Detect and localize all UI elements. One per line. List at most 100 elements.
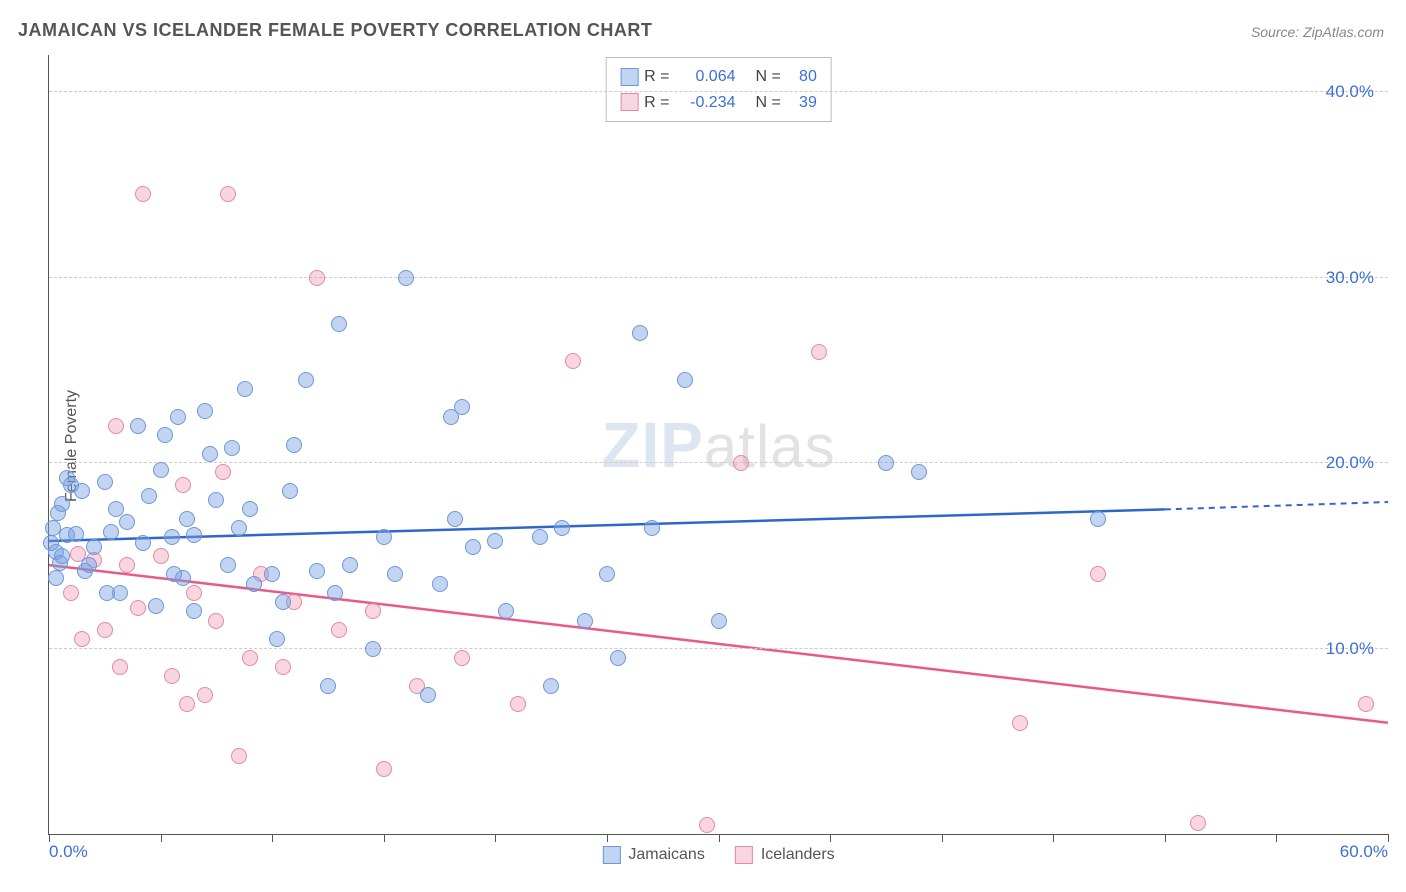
legend-swatch: [620, 68, 638, 86]
point-icelander: [309, 270, 325, 286]
point-jamaican: [454, 399, 470, 415]
point-jamaican: [387, 566, 403, 582]
point-icelander: [699, 817, 715, 833]
plot-area: ZIPatlas R =0.064N =80R =-0.234N =39 Jam…: [48, 55, 1388, 835]
point-icelander: [74, 631, 90, 647]
point-icelander: [733, 455, 749, 471]
n-value: 80: [787, 64, 817, 90]
point-jamaican: [43, 535, 59, 551]
point-icelander: [153, 548, 169, 564]
legend-series-item: Jamaicans: [602, 846, 704, 864]
point-jamaican: [186, 603, 202, 619]
point-jamaican: [237, 381, 253, 397]
point-jamaican: [264, 566, 280, 582]
legend-correlation-row: R =-0.234N =39: [620, 90, 817, 116]
point-jamaican: [331, 316, 347, 332]
point-jamaican: [148, 598, 164, 614]
x-tick: [607, 834, 608, 842]
point-jamaican: [487, 533, 503, 549]
trendline-jamaicans: [49, 509, 1165, 541]
point-jamaican: [342, 557, 358, 573]
point-jamaican: [398, 270, 414, 286]
x-tick: [495, 834, 496, 842]
point-jamaican: [286, 437, 302, 453]
point-jamaican: [74, 483, 90, 499]
point-icelander: [1190, 815, 1206, 831]
watermark-zip: ZIP: [601, 409, 704, 481]
x-tick: [830, 834, 831, 842]
point-icelander: [331, 622, 347, 638]
point-jamaican: [632, 325, 648, 341]
point-jamaican: [465, 539, 481, 555]
point-jamaican: [97, 474, 113, 490]
point-jamaican: [68, 526, 84, 542]
point-jamaican: [878, 455, 894, 471]
point-jamaican: [911, 464, 927, 480]
point-jamaican: [81, 557, 97, 573]
n-label: N =: [756, 64, 781, 90]
point-jamaican: [1090, 511, 1106, 527]
point-icelander: [215, 464, 231, 480]
point-jamaican: [166, 566, 182, 582]
point-jamaican: [202, 446, 218, 462]
grid-line: [49, 277, 1388, 278]
point-icelander: [119, 557, 135, 573]
point-jamaican: [179, 511, 195, 527]
point-jamaican: [197, 403, 213, 419]
point-icelander: [108, 418, 124, 434]
point-jamaican: [644, 520, 660, 536]
watermark: ZIPatlas: [601, 408, 835, 482]
point-icelander: [275, 659, 291, 675]
legend-swatch: [620, 93, 638, 111]
point-icelander: [565, 353, 581, 369]
point-jamaican: [365, 641, 381, 657]
point-jamaican: [711, 613, 727, 629]
point-jamaican: [86, 539, 102, 555]
x-tick: [384, 834, 385, 842]
point-icelander: [510, 696, 526, 712]
x-tick: [272, 834, 273, 842]
point-jamaican: [135, 535, 151, 551]
point-jamaican: [54, 548, 70, 564]
point-jamaican: [447, 511, 463, 527]
point-icelander: [63, 585, 79, 601]
r-label: R =: [644, 64, 669, 90]
point-icelander: [208, 613, 224, 629]
point-jamaican: [543, 678, 559, 694]
point-jamaican: [59, 470, 75, 486]
r-label: R =: [644, 90, 669, 116]
watermark-atlas: atlas: [704, 413, 836, 480]
x-tick-label: 0.0%: [49, 842, 88, 862]
point-jamaican: [320, 678, 336, 694]
point-jamaican: [554, 520, 570, 536]
point-icelander: [179, 696, 195, 712]
legend-correlation-row: R =0.064N =80: [620, 64, 817, 90]
source-label: Source: ZipAtlas.com: [1251, 24, 1384, 40]
legend-series-item: Icelanders: [735, 846, 835, 864]
r-value: -0.234: [676, 90, 736, 116]
point-jamaican: [376, 529, 392, 545]
point-icelander: [175, 477, 191, 493]
point-icelander: [112, 659, 128, 675]
point-jamaican: [157, 427, 173, 443]
point-icelander: [130, 600, 146, 616]
grid-line: [49, 91, 1388, 92]
point-jamaican: [677, 372, 693, 388]
point-jamaican: [48, 570, 64, 586]
point-icelander: [164, 668, 180, 684]
point-icelander: [186, 585, 202, 601]
point-jamaican: [242, 501, 258, 517]
point-jamaican: [54, 496, 70, 512]
point-icelander: [376, 761, 392, 777]
y-tick-label: 40.0%: [1326, 82, 1374, 102]
point-jamaican: [282, 483, 298, 499]
point-icelander: [811, 344, 827, 360]
legend-correlation-box: R =0.064N =80R =-0.234N =39: [605, 57, 832, 122]
point-jamaican: [103, 524, 119, 540]
y-tick-label: 20.0%: [1326, 453, 1374, 473]
point-jamaican: [99, 585, 115, 601]
point-icelander: [1090, 566, 1106, 582]
point-jamaican: [599, 566, 615, 582]
point-jamaican: [186, 527, 202, 543]
point-icelander: [231, 748, 247, 764]
